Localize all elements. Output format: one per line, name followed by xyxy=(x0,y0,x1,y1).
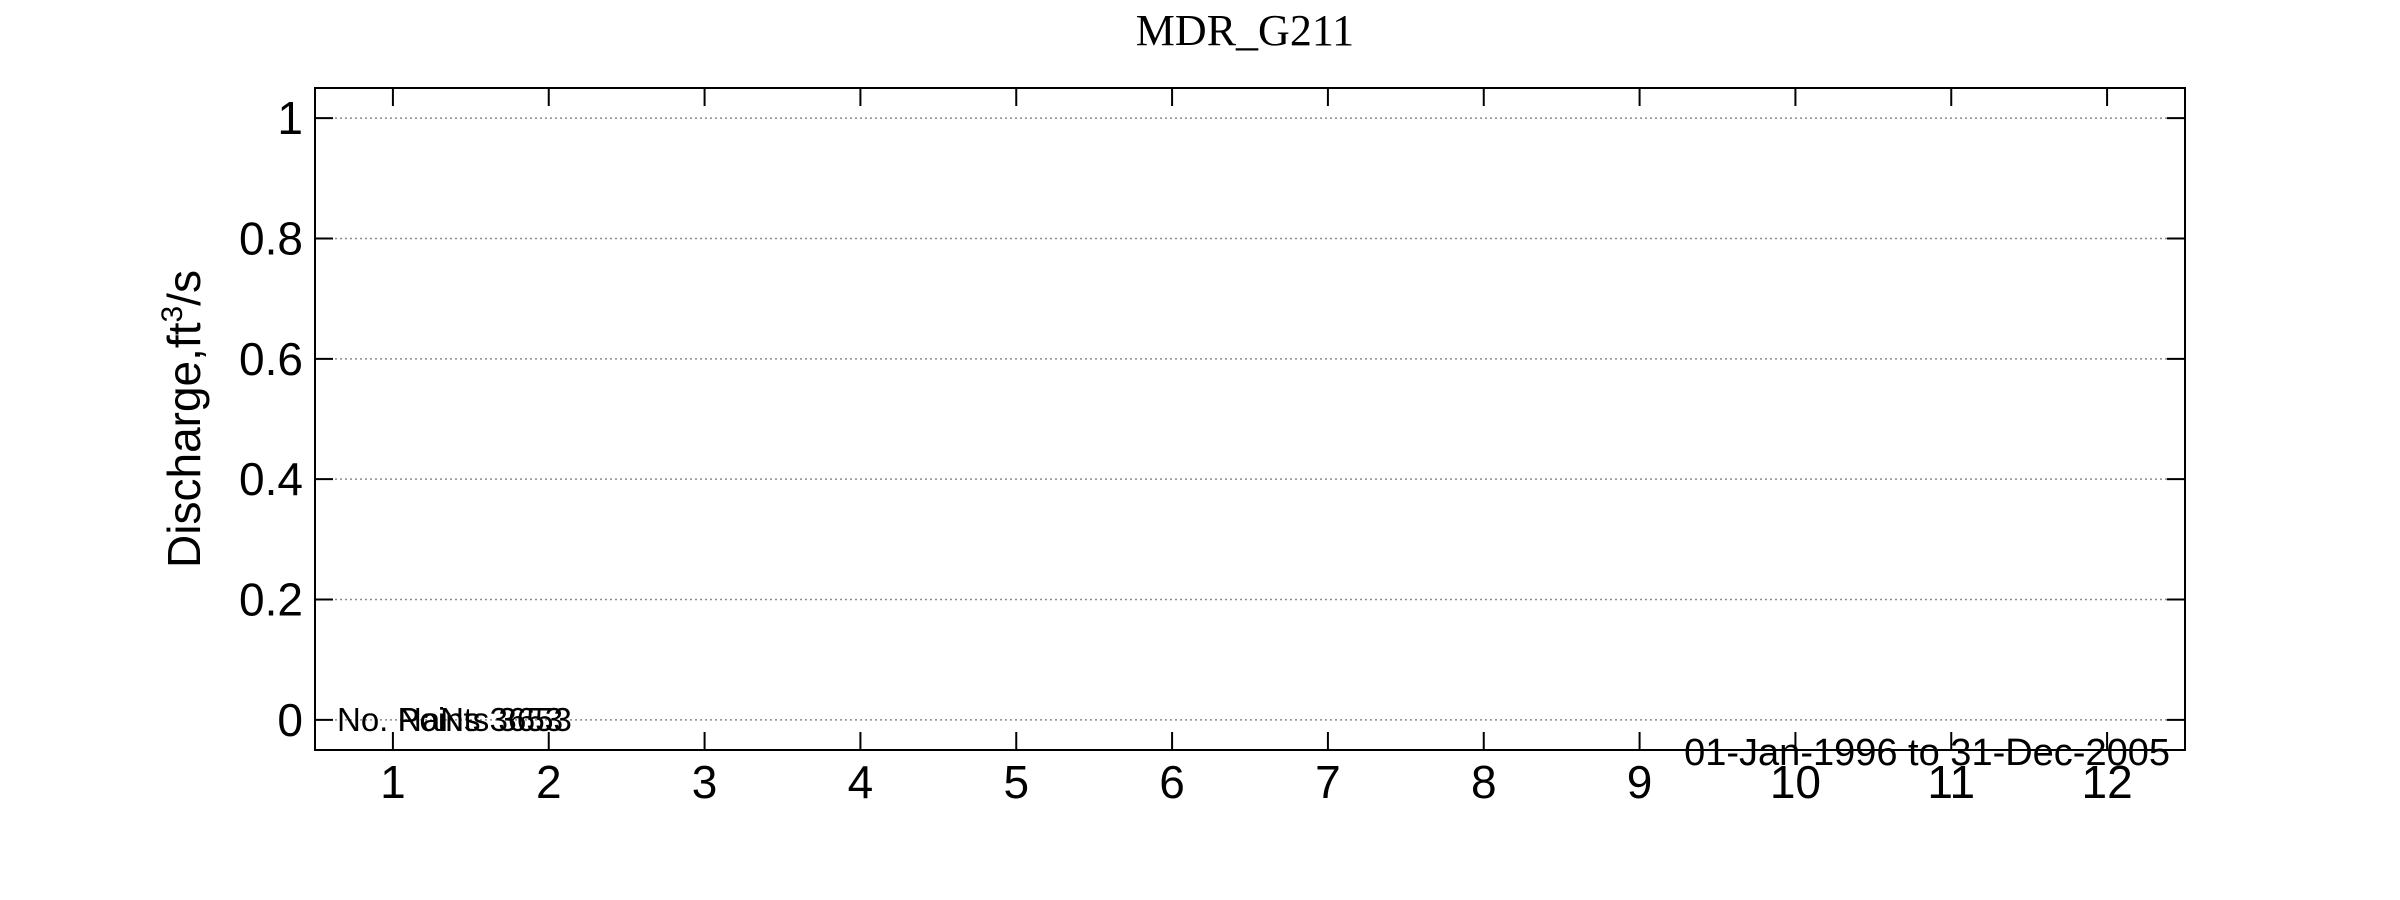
x-tick-label: 3 xyxy=(692,756,718,808)
x-tick-label: 7 xyxy=(1315,756,1341,808)
y-tick-label: 0.6 xyxy=(239,333,303,385)
plot-area-frame xyxy=(314,87,2186,751)
y-axis-label: Discharge,ft3/s xyxy=(156,270,210,568)
grid-lines xyxy=(315,117,2185,721)
points-count-annotation: No. Points 3653 xyxy=(337,701,572,738)
x-tick-label: 9 xyxy=(1627,756,1653,808)
x-tick-label: 1 xyxy=(380,756,406,808)
y-axis-label-superscript: 3 xyxy=(156,306,189,323)
y-axis-tick-labels: 0 0.2 0.4 0.6 0.8 1 xyxy=(239,92,303,746)
x-tick-label: 5 xyxy=(1003,756,1029,808)
y-axis-label-main: Discharge,ft xyxy=(158,322,210,568)
y-tick-label: 0 xyxy=(277,694,303,746)
y-axis-label-suffix: /s xyxy=(158,270,210,306)
y-tick-label: 0.2 xyxy=(239,574,303,626)
axis-ticks xyxy=(315,88,2185,750)
x-tick-label: 2 xyxy=(536,756,562,808)
y-tick-label: 1 xyxy=(277,92,303,144)
x-tick-label: 10 xyxy=(1770,756,1821,808)
y-tick-label: 0.4 xyxy=(239,453,303,505)
x-tick-label: 4 xyxy=(848,756,874,808)
nans-count-annotation: NaNs 3653 xyxy=(398,701,563,738)
x-axis-tick-labels: 1 2 3 4 5 6 7 8 9 10 11 12 xyxy=(380,756,2133,808)
x-tick-label: 11 xyxy=(1927,756,1975,808)
x-tick-label: 12 xyxy=(2081,756,2132,808)
x-tick-label: 6 xyxy=(1159,756,1185,808)
chart-title: MDR_G211 xyxy=(1136,6,1354,55)
x-tick-label: 8 xyxy=(1471,756,1497,808)
date-range-annotation: 01-Jan-1996 to 31-Dec-2005 xyxy=(1684,732,2170,774)
y-tick-label: 0.8 xyxy=(239,212,303,264)
